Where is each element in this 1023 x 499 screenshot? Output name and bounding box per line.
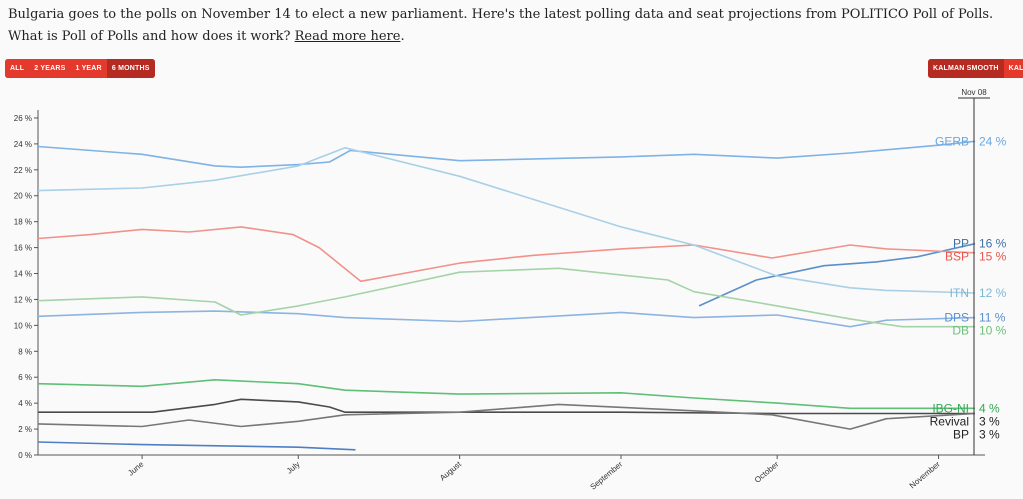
- series-label-ibg-ni: IBG-NI: [932, 401, 969, 415]
- series-label-itn: ITN: [950, 286, 969, 300]
- x-tick-label: November: [908, 459, 942, 490]
- x-tick-label: September: [589, 459, 625, 491]
- range-all-button[interactable]: ALL: [5, 59, 30, 78]
- series-label-bp: BP: [953, 427, 969, 441]
- series-value-bsp: 15 %: [979, 250, 1007, 264]
- series-value-pp: 16 %: [979, 237, 1007, 251]
- series-line-bp: [37, 403, 976, 430]
- y-tick-label: 16 %: [14, 244, 32, 253]
- x-tick-label: August: [438, 459, 463, 482]
- series-line-gerb: [37, 140, 976, 168]
- x-tick-label: July: [285, 460, 302, 476]
- y-tick-label: 24 %: [14, 140, 32, 149]
- series-value-bp: 3 %: [979, 427, 1000, 441]
- intro-period: .: [400, 29, 405, 44]
- series-label-db: DB: [952, 324, 969, 338]
- kalman-button[interactable]: KALMAN: [1003, 59, 1023, 78]
- series-line-pp: [698, 242, 976, 307]
- range-6-months-button[interactable]: 6 MONTHS: [106, 59, 155, 78]
- intro-line-1: Bulgaria goes to the polls on November 1…: [8, 7, 994, 22]
- series-value-dps: 11 %: [979, 311, 1006, 325]
- y-tick-label: 18 %: [14, 218, 32, 227]
- cursor-date-label: Nov 08: [961, 88, 987, 97]
- y-tick-label: 10 %: [14, 321, 32, 330]
- y-tick-label: 22 %: [14, 166, 32, 175]
- series-line-ibg-ni: [37, 378, 975, 410]
- series-line-other: [37, 441, 356, 451]
- y-tick-label: 6 %: [18, 373, 32, 382]
- smoothing-toggle: KALMAN SMOOTH KALMAN: [928, 59, 1023, 78]
- y-tick-label: 2 %: [18, 425, 32, 434]
- range-2-years-button[interactable]: 2 YEARS: [29, 59, 71, 78]
- series-value-db: 10 %: [979, 324, 1007, 338]
- series-line-revival: [38, 398, 975, 415]
- intro-question: What is Poll of Polls and how does it wo…: [8, 29, 291, 44]
- y-tick-label: 12 %: [14, 295, 32, 304]
- y-tick-label: 20 %: [14, 192, 32, 201]
- series-label-dps: DPS: [944, 311, 969, 325]
- y-tick-label: 8 %: [18, 347, 32, 356]
- x-tick-label: June: [126, 459, 145, 477]
- read-more-link[interactable]: Read more here: [294, 29, 401, 44]
- time-range-toggle: ALL 2 YEARS 1 YEAR 6 MONTHS: [5, 59, 155, 78]
- y-tick-label: 0 %: [18, 451, 32, 460]
- series-value-itn: 12 %: [979, 286, 1007, 300]
- x-tick-label: October: [753, 459, 781, 484]
- range-1-year-button[interactable]: 1 YEAR: [70, 59, 107, 78]
- y-tick-label: 26 %: [14, 114, 32, 123]
- series-value-ibg-ni: 4 %: [979, 401, 1000, 415]
- series-label-pp: PP: [953, 237, 969, 251]
- y-tick-label: 14 %: [14, 270, 32, 279]
- series-label-bsp: BSP: [945, 250, 969, 264]
- intro-line-2: What is Poll of Polls and how does it wo…: [8, 26, 1008, 48]
- y-tick-label: 4 %: [18, 399, 32, 408]
- kalman-smooth-button[interactable]: KALMAN SMOOTH: [928, 59, 1004, 78]
- series-line-dps: [37, 310, 976, 328]
- series-value-revival: 3 %: [979, 414, 1000, 428]
- series-label-gerb: GERB: [935, 134, 969, 148]
- series-line-db: [37, 267, 975, 328]
- series-line-bsp: [37, 226, 976, 283]
- series-line-itn: [37, 147, 976, 294]
- intro: Bulgaria goes to the polls on November 1…: [8, 4, 1008, 48]
- series-value-gerb: 24 %: [979, 134, 1007, 148]
- series-label-revival: Revival: [930, 414, 969, 428]
